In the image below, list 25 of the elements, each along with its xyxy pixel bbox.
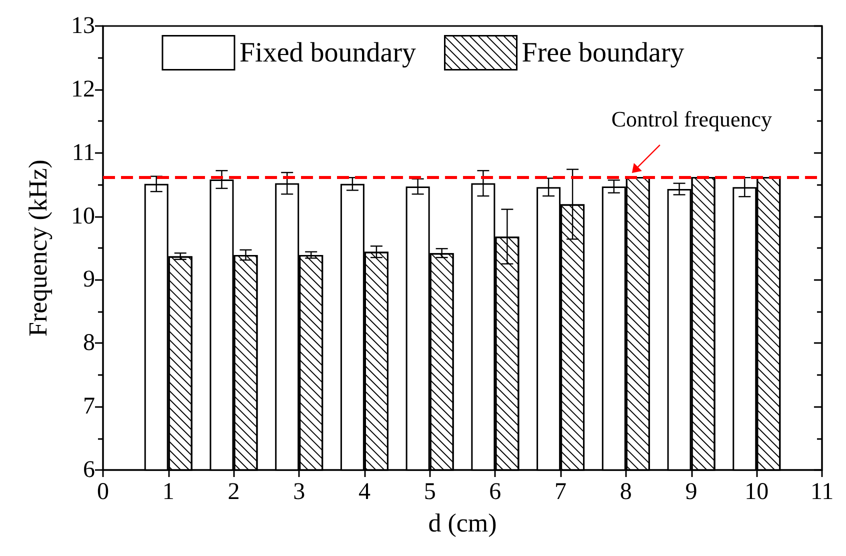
x-axis-title: d (cm) [428, 508, 497, 538]
x-tick-label: 9 [685, 479, 698, 505]
y-tick-label: 10 [71, 203, 95, 230]
y-tick-label: 8 [83, 330, 95, 356]
x-tick-label: 5 [424, 479, 436, 505]
x-tick-label: 1 [162, 479, 174, 505]
legend-label: Fixed boundary [239, 37, 416, 68]
x-tick-label: 8 [620, 479, 632, 505]
ref-line-label: Control frequency [611, 106, 772, 132]
y-tick-label: 11 [72, 140, 95, 166]
x-tick-label: 7 [554, 479, 567, 505]
y-tick-label: 9 [83, 266, 95, 293]
y-axis-title: Frequency (kHz) [24, 160, 52, 336]
y-tick-label: 13 [71, 13, 95, 39]
y-tick-label: 6 [83, 457, 95, 483]
x-tick-label: 0 [97, 479, 109, 505]
y-tick-label: 12 [71, 76, 95, 102]
legend-label: Free boundary [522, 37, 684, 68]
y-tick-label: 7 [83, 394, 95, 420]
x-tick-label: 4 [358, 479, 370, 505]
x-tick-label: 6 [489, 479, 502, 505]
x-tick-label: 10 [744, 479, 769, 505]
x-tick-label: 2 [228, 479, 240, 505]
x-tick-label: 11 [810, 479, 834, 505]
x-tick-label: 3 [293, 479, 306, 505]
